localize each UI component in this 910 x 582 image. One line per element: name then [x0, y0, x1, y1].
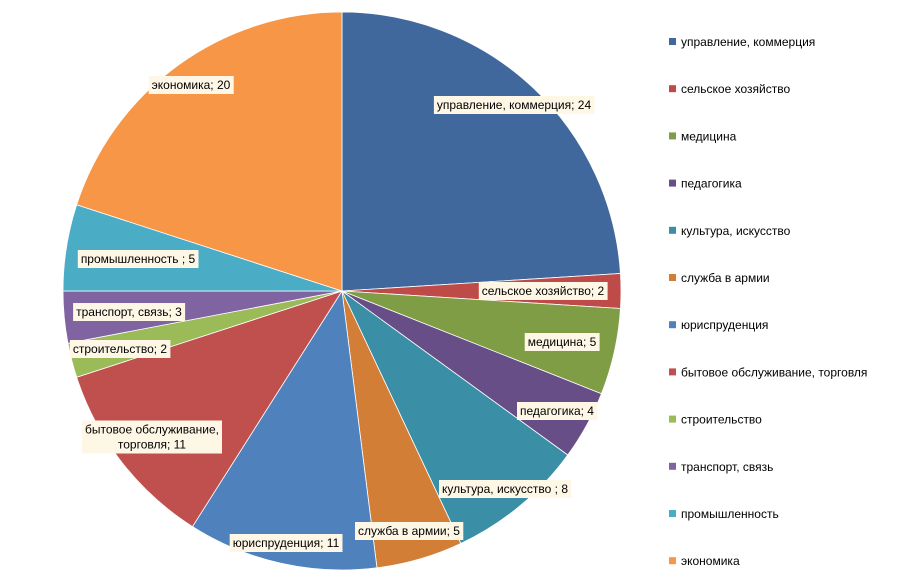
- legend-swatch: [669, 38, 676, 45]
- legend-swatch: [669, 368, 676, 376]
- legend-swatch: [669, 321, 676, 329]
- legend-label: транспорт, связь: [681, 460, 773, 474]
- data-label-background: [69, 340, 171, 358]
- data-label: экономика; 20: [148, 76, 234, 94]
- data-label-background: [478, 282, 608, 300]
- legend-label: управление, коммерция: [681, 35, 815, 49]
- data-label-background: [73, 303, 186, 321]
- legend-item: сельское хозяйство: [669, 82, 790, 96]
- data-label-text: медицина; 5: [528, 335, 597, 349]
- data-label: промышленность ; 5: [77, 250, 199, 268]
- data-label-text: экономика; 20: [152, 78, 231, 92]
- legend-label: экономика: [681, 554, 740, 568]
- legend-item: педагогика: [669, 177, 742, 191]
- data-label-background: [433, 96, 595, 114]
- legend-swatch: [669, 274, 676, 281]
- data-label: управление, коммерция; 24: [433, 96, 595, 114]
- data-label-text: строительство; 2: [73, 342, 168, 356]
- data-label: транспорт, связь; 3: [73, 303, 186, 321]
- data-label-text: управление, коммерция; 24: [437, 98, 592, 112]
- legend-item: культура, искусство: [669, 224, 791, 238]
- data-label-text: культура, искусство ; 8: [442, 482, 568, 496]
- data-label-background: [148, 76, 234, 94]
- data-label: служба в армии; 5: [355, 522, 464, 540]
- data-label: сельское хозяйство; 2: [478, 282, 608, 300]
- data-label: бытовое обслуживание,торговля; 11: [82, 420, 222, 454]
- pie-slice: [341, 11, 621, 292]
- legend-label: сельское хозяйство: [681, 82, 790, 96]
- legend-swatch: [669, 462, 676, 470]
- data-label-text: торговля; 11: [118, 438, 187, 452]
- pie-slice: [191, 289, 378, 571]
- data-label-background: [355, 522, 464, 540]
- legend-item: служба в армии: [669, 271, 770, 285]
- data-label: педагогика; 4: [517, 402, 598, 420]
- data-label-text: транспорт, связь; 3: [76, 305, 182, 319]
- data-label: юриспруденция; 11: [229, 534, 343, 552]
- data-label: строительство; 2: [69, 340, 171, 358]
- pie-slice: [76, 11, 343, 292]
- data-label-background: [77, 250, 199, 268]
- data-label-text: юриспруденция; 11: [233, 536, 340, 550]
- legend-swatch: [669, 415, 676, 423]
- legend-item: управление, коммерция: [669, 35, 815, 49]
- legend-label: юриспруденция: [681, 318, 768, 332]
- data-label: культура, искусство ; 8: [439, 480, 572, 498]
- legend-label: служба в армии: [681, 271, 770, 285]
- pie-slice: [76, 290, 343, 528]
- legend-swatch: [669, 179, 676, 187]
- legend: управление, коммерция сельское хозяйство м…: [669, 35, 867, 568]
- data-label-background: [439, 480, 572, 498]
- legend-item: юриспруденция: [669, 318, 768, 332]
- data-label-background: [517, 402, 598, 420]
- data-label-text: промышленность ; 5: [81, 252, 196, 266]
- data-label-text: сельское хозяйство; 2: [482, 284, 605, 298]
- data-label: медицина; 5: [524, 333, 600, 351]
- legend-swatch: [669, 132, 676, 140]
- data-label-background: [229, 534, 343, 552]
- legend-label: строительство: [681, 413, 762, 427]
- legend-item: строительство: [669, 413, 762, 427]
- data-label-background: [82, 420, 222, 454]
- data-label-text: педагогика; 4: [520, 404, 594, 418]
- legend-label: промышленность: [681, 507, 779, 521]
- legend-label: педагогика: [681, 177, 742, 191]
- legend-label: культура, искусство: [681, 224, 791, 238]
- legend-label: бытовое обслуживание, торговля: [681, 365, 867, 379]
- legend-item: экономика: [669, 554, 740, 568]
- legend-swatch: [669, 510, 676, 517]
- legend-swatch: [669, 85, 676, 93]
- legend-item: бытовое обслуживание, торговля: [669, 365, 867, 379]
- legend-swatch: [669, 557, 676, 565]
- data-label-text: служба в армии; 5: [358, 524, 460, 538]
- legend-item: медицина: [669, 129, 737, 143]
- data-labels: управление, коммерция; 24 сельское хозяйс…: [69, 76, 608, 552]
- pie-slices: [62, 11, 622, 571]
- legend-item: промышленность: [669, 507, 779, 521]
- data-label-text: бытовое обслуживание,: [85, 423, 219, 437]
- data-label-background: [524, 333, 600, 351]
- legend-item: транспорт, связь: [669, 460, 773, 474]
- legend-label: медицина: [681, 129, 737, 143]
- legend-swatch: [669, 226, 676, 234]
